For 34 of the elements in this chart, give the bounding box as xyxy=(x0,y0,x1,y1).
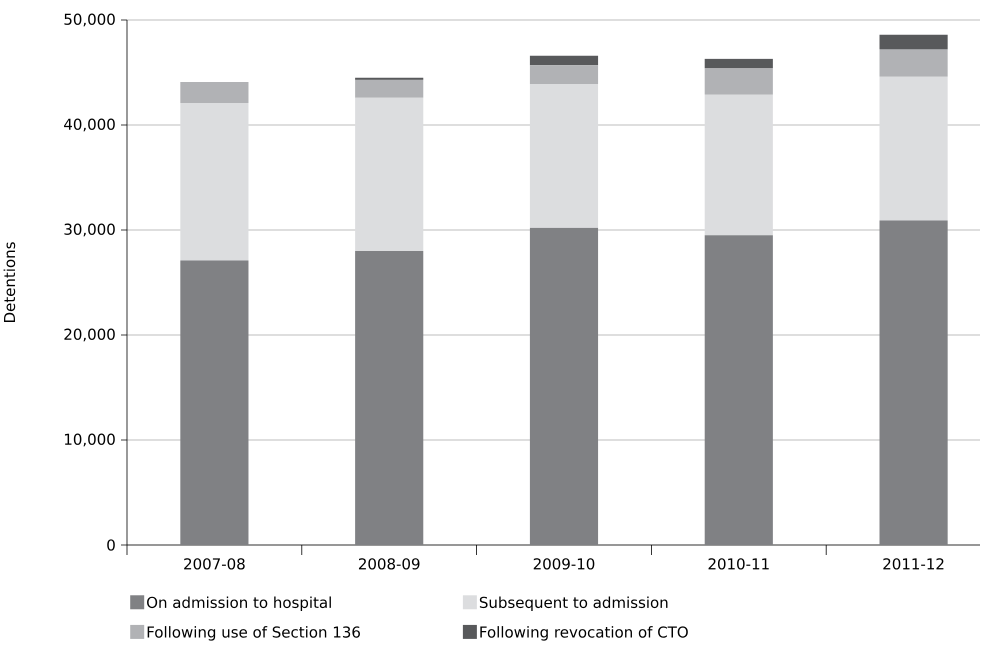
bar xyxy=(704,58,773,68)
bar xyxy=(880,34,948,50)
bar xyxy=(180,102,248,260)
x-tick-label: 2010-11 xyxy=(708,558,769,570)
y-tick-label: 10,000 xyxy=(64,434,115,446)
y-tick-label: 0 xyxy=(107,539,115,551)
bar xyxy=(530,84,598,228)
bar xyxy=(180,82,248,103)
legend-label: Subsequent to admission xyxy=(480,596,668,611)
y-tick-label: 30,000 xyxy=(64,224,115,236)
x-tick-label: 2008-09 xyxy=(358,558,420,570)
x-tick-label: 2009-10 xyxy=(534,558,594,570)
legend-label: On admission to hospital xyxy=(147,596,331,611)
y-axis-title: Detentions xyxy=(4,242,16,322)
legend-label: Following revocation of CTO xyxy=(480,626,688,641)
bar xyxy=(880,76,948,221)
bar xyxy=(880,49,948,77)
y-tick-label: 40,000 xyxy=(64,118,115,132)
bar xyxy=(880,220,948,545)
bar xyxy=(180,260,248,545)
x-tick-label: 2007-08 xyxy=(184,558,245,570)
bar xyxy=(704,94,773,236)
bar xyxy=(704,235,773,545)
bar xyxy=(530,65,598,84)
bar xyxy=(530,228,598,545)
bar xyxy=(704,68,773,95)
bar xyxy=(355,98,424,251)
y-tick-label: 20,000 xyxy=(64,328,115,342)
bar xyxy=(355,251,424,545)
x-tick-label: 2011-12 xyxy=(883,558,944,570)
bar xyxy=(530,56,598,66)
y-tick-label: 50,000 xyxy=(64,14,115,26)
bar xyxy=(355,80,424,98)
legend-label: Following use of Section 136 xyxy=(148,626,360,641)
